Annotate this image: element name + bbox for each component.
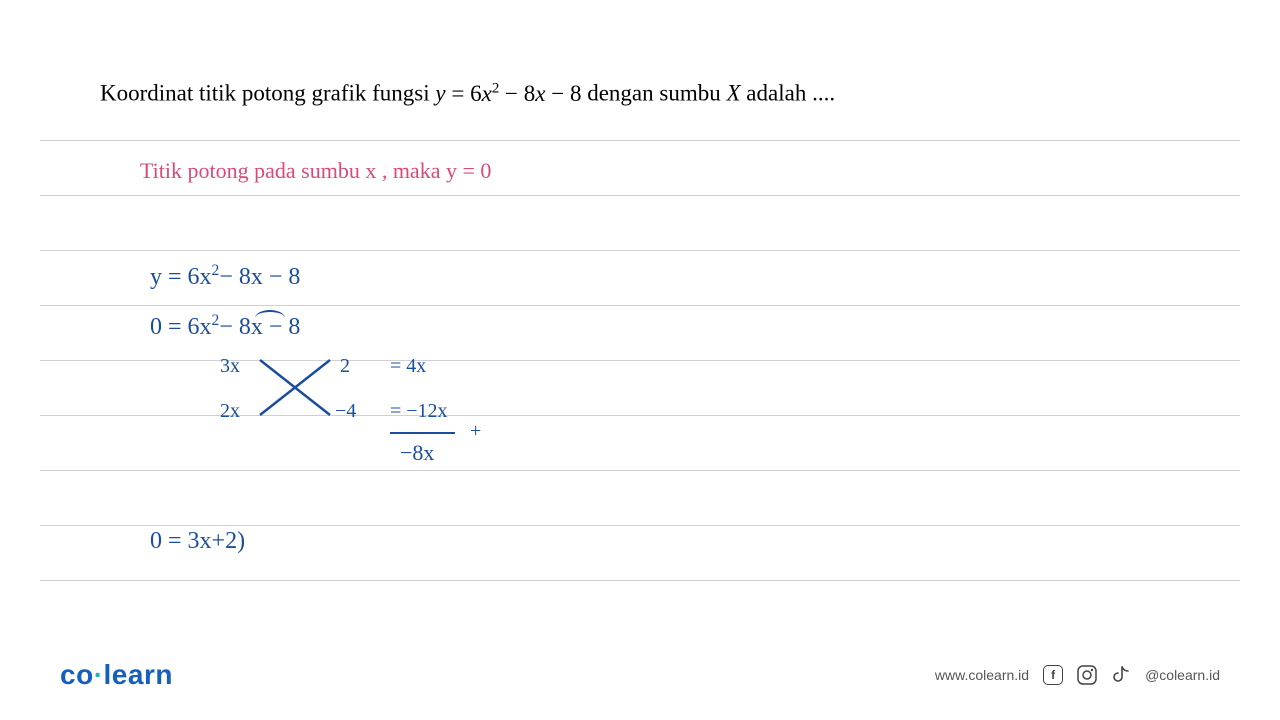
cross-top-left: 3x xyxy=(220,355,240,378)
rule-line xyxy=(40,140,1240,141)
cross-bottom-left: 2x xyxy=(220,400,240,423)
work-line-2: y = 6x2− 8x − 8 xyxy=(150,262,300,291)
logo-dot: · xyxy=(94,659,104,690)
q-rhs: = 6x2 − 8x − 8 xyxy=(446,81,582,106)
tiktok-icon xyxy=(1111,665,1131,685)
q-prefix: Koordinat titik potong grafik fungsi xyxy=(100,81,435,106)
sum-underline xyxy=(390,430,460,436)
footer-handle: @colearn.id xyxy=(1145,667,1220,683)
rule-line xyxy=(40,250,1240,251)
q-mid: dengan sumbu xyxy=(581,81,726,106)
q-suffix: adalah .... xyxy=(741,81,836,106)
rule-line xyxy=(40,470,1240,471)
q-lhs: y xyxy=(435,81,445,106)
q-axis: X xyxy=(726,81,740,106)
logo-part-a: co xyxy=(60,659,94,690)
footer-right: www.colearn.id f @colearn.id xyxy=(935,665,1220,685)
note-line-1: Titik potong pada sumbu x , maka y = 0 xyxy=(140,158,491,184)
page: Koordinat titik potong grafik fungsi y =… xyxy=(0,0,1280,720)
work-line-4: 0 = 3x+2) xyxy=(150,528,245,555)
cross-eq1: = 4x xyxy=(390,355,426,378)
rule-line xyxy=(40,195,1240,196)
footer-url: www.colearn.id xyxy=(935,667,1029,683)
rule-line xyxy=(40,525,1240,526)
cross-eq2: = −12x xyxy=(390,400,448,423)
rule-line xyxy=(40,580,1240,581)
brand-logo: co·learn xyxy=(60,659,173,691)
sum-result: −8x xyxy=(400,440,434,466)
cross-bottom-right: −4 xyxy=(335,400,356,423)
cross-top-right: 2 xyxy=(340,355,350,378)
instagram-icon xyxy=(1077,665,1097,685)
rule-line xyxy=(40,305,1240,306)
footer: co·learn www.colearn.id f @colearn.id xyxy=(0,655,1280,695)
logo-part-b: learn xyxy=(104,659,173,690)
ruled-paper: Titik potong pada sumbu x , maka y = 0 y… xyxy=(40,130,1240,630)
plus-sign: + xyxy=(470,420,481,443)
facebook-icon: f xyxy=(1043,665,1063,685)
cross-x-icon xyxy=(255,355,335,425)
question-text: Koordinat titik potong grafik fungsi y =… xyxy=(100,80,835,107)
